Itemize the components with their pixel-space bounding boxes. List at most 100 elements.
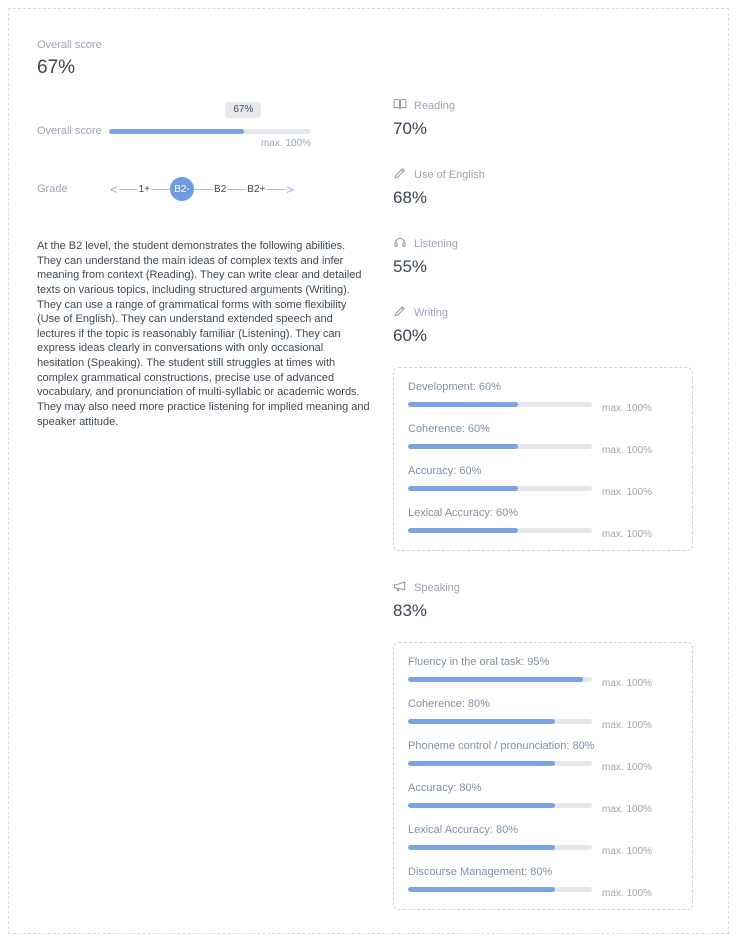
breakdown-row: Lexical Accuracy: 80% max. 100% [408,824,678,857]
overall-progress-area: 67% max. 100% [109,101,311,149]
max-label: max. 100% [602,846,653,857]
progress-fill [408,677,583,682]
max-label: max. 100% [602,529,653,540]
breakdown-label: Discourse Management: 80% [408,866,553,878]
progress-fill [408,444,519,449]
breakdown-row: Coherence: 80% max. 100% [408,698,678,731]
stepper-line [118,188,138,190]
overall-max-label: max. 100% [260,137,311,149]
writing-breakdown-box: Development: 60% max. 100% Coherence: 60… [393,367,693,551]
progress-fill [408,761,556,766]
grade-step[interactable]: B2+ [247,183,266,195]
skill-listening: Listening 55% [393,235,702,277]
breakdown-row: Accuracy: 80% max. 100% [408,782,678,815]
breakdown-row: Discourse Management: 80% max. 100% [408,866,678,899]
stepper-line [227,188,247,190]
skill-label: Writing [414,306,449,319]
breakdown-row: Phoneme control / pronunciation: 80% max… [408,740,678,773]
skill-value: 70% [393,119,428,138]
progress-bar [408,528,592,533]
skill-label: Listening [414,237,459,250]
level-description: At the B2 level, the student demonstrate… [37,240,370,428]
progress-bar [408,887,592,892]
grade-stepper: < 1+ B2- B2 B2+ > [109,177,295,201]
breakdown-label: Coherence: 60% [408,423,490,435]
breakdown-row: Development: 60% max. 100% [408,381,678,414]
chevron-right-icon[interactable]: > [286,181,294,197]
progress-bar [408,444,592,449]
breakdown-row: Accuracy: 60% max. 100% [408,465,678,498]
breakdown-label: Accuracy: 60% [408,465,482,477]
pencil-icon [393,166,407,183]
max-label: max. 100% [602,888,653,899]
stepper-line [266,188,286,190]
grade-row: Grade < 1+ B2- B2 B2+ > [37,177,375,201]
skill-writing: Writing 60% [393,304,702,346]
overall-score-bar-block: Overall score 67% max. 100% [37,101,375,149]
grade-label: Grade [37,183,68,195]
skill-value: 68% [393,188,428,207]
max-label: max. 100% [602,720,653,731]
progress-fill [408,402,519,407]
pencil-icon [393,304,407,321]
stepper-line [194,188,214,190]
progress-fill [408,719,556,724]
skill-use-of-english: Use of English 68% [393,166,702,208]
overall-score-value: 67% [37,57,76,78]
progress-bar [408,761,592,766]
progress-fill [408,803,556,808]
progress-bar [408,803,592,808]
progress-bar [408,677,592,682]
results-page: Overall score 67% Overall score 67% max.… [8,8,729,934]
breakdown-row: Fluency in the oral task: 95% max. 100% [408,656,678,689]
breakdown-label: Coherence: 80% [408,698,490,710]
breakdown-label: Fluency in the oral task: 95% [408,656,550,668]
book-icon [393,97,407,114]
breakdown-label: Development: 60% [408,381,501,393]
skills-column: Reading 70% Use of English 68% [393,97,702,933]
skill-speaking: Speaking 83% [393,579,702,621]
speaking-breakdown-box: Fluency in the oral task: 95% max. 100% … [393,642,693,910]
progress-fill [408,486,519,491]
stepper-line [151,188,171,190]
skill-label: Speaking [414,581,460,594]
progress-fill [408,528,519,533]
breakdown-label: Accuracy: 80% [408,782,482,794]
max-label: max. 100% [602,804,653,815]
headphones-icon [393,235,407,252]
chevron-left-icon[interactable]: < [110,181,118,197]
progress-fill [408,887,556,892]
progress-bar [408,845,592,850]
breakdown-label: Phoneme control / pronunciation: 80% [408,740,595,752]
overall-progress-fill [109,128,245,134]
overall-column: Overall score 67% Overall score 67% max.… [37,39,375,933]
megaphone-icon [393,579,407,596]
skill-label: Use of English [414,168,485,181]
max-label: max. 100% [602,487,653,498]
progress-fill [408,845,556,850]
skill-value: 83% [393,601,428,620]
overall-score-label: Overall score [37,39,102,51]
breakdown-row: Lexical Accuracy: 60% max. 100% [408,507,678,540]
skill-label: Reading [414,99,455,112]
skill-reading: Reading 70% [393,97,702,139]
progress-bar [408,402,592,407]
breakdown-label: Lexical Accuracy: 60% [408,507,519,519]
grade-step-selected[interactable]: B2- [170,177,195,201]
grade-step[interactable]: 1+ [138,183,151,195]
max-label: max. 100% [602,678,653,689]
columns: Overall score 67% Overall score 67% max.… [37,39,702,933]
progress-bar [408,486,592,491]
overall-progress-bar [109,128,311,134]
progress-bar [408,719,592,724]
overall-score-tooltip: 67% [225,101,262,118]
breakdown-label: Lexical Accuracy: 80% [408,824,519,836]
max-label: max. 100% [602,762,653,773]
skill-value: 55% [393,257,428,276]
breakdown-row: Coherence: 60% max. 100% [408,423,678,456]
max-label: max. 100% [602,403,653,414]
skill-value: 60% [393,326,428,345]
max-label: max. 100% [602,445,653,456]
overall-bar-label: Overall score [37,125,102,137]
grade-step[interactable]: B2 [214,183,227,195]
